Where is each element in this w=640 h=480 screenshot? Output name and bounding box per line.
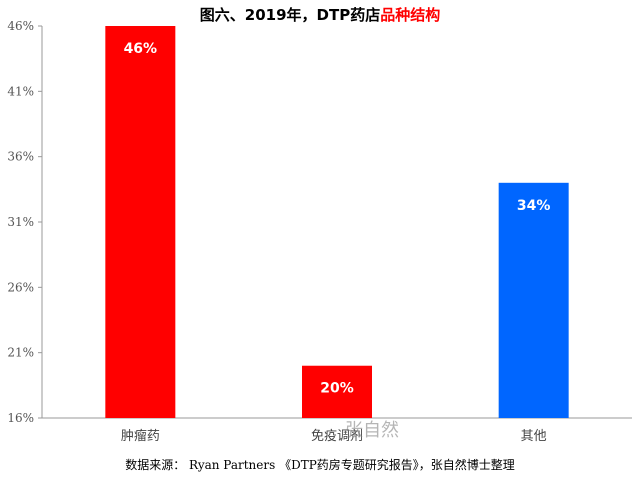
y-tick-label: 31% bbox=[7, 215, 34, 229]
category-label: 其他 bbox=[521, 429, 547, 444]
y-tick-label: 46% bbox=[7, 19, 34, 33]
y-tick-label: 36% bbox=[7, 150, 34, 164]
bar bbox=[498, 182, 569, 418]
y-tick-label: 21% bbox=[7, 346, 34, 360]
category-label: 肿瘤药 bbox=[121, 428, 160, 444]
category-labels: 肿瘤药 免疫调剂 其他 bbox=[121, 428, 547, 444]
bar bbox=[105, 26, 176, 418]
bar bbox=[302, 365, 372, 418]
category-label: 免疫调剂 bbox=[311, 428, 363, 444]
chart-title-highlight: 品种结构 bbox=[380, 6, 441, 24]
y-tick-label: 41% bbox=[7, 84, 34, 98]
bar-value-label: 34% bbox=[517, 198, 551, 214]
chart-title: 图六、2019年，DTP药店品种结构 bbox=[0, 4, 640, 25]
source-note: 数据来源： Ryan Partners 《DTP药房专题研究报告》，张自然博士整… bbox=[125, 458, 515, 472]
data-labels: 46% 20% 34% bbox=[124, 41, 551, 397]
bar-value-label: 46% bbox=[124, 41, 158, 57]
y-tick-label: 26% bbox=[7, 280, 34, 294]
bar-value-label: 20% bbox=[320, 381, 354, 397]
y-tick-label: 16% bbox=[7, 411, 34, 425]
bars bbox=[105, 26, 569, 418]
chart-title-prefix: 图六、2019年，DTP药店 bbox=[199, 6, 381, 24]
watermark: 张自然 bbox=[345, 420, 399, 441]
